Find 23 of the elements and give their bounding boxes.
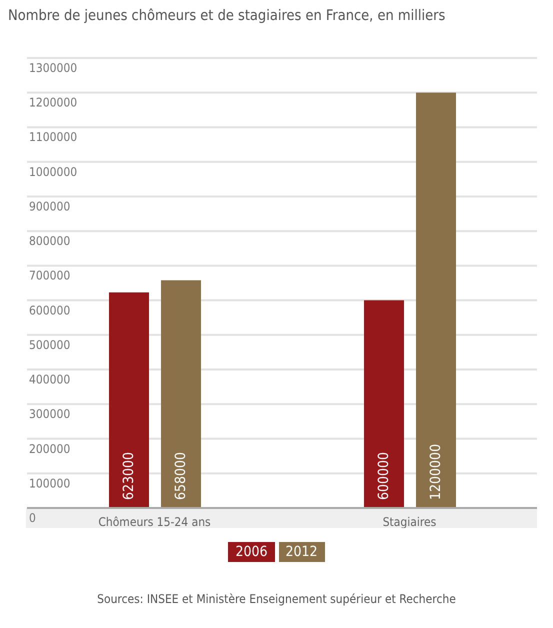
y-tick-label: 400000 [29, 372, 70, 387]
y-tick-label: 200000 [29, 442, 70, 456]
data-label: 600000 [376, 452, 392, 500]
x-tick-label: Chômeurs 15-24 ans [98, 515, 212, 529]
data-label: 658000 [173, 452, 189, 500]
data-label: 623000 [121, 452, 137, 500]
y-tick-label: 300000 [29, 407, 70, 422]
source-note: Sources: INSEE et Ministère Enseignement supérieur et Recherche [96, 592, 457, 606]
y-tick-label: 600000 [29, 303, 70, 318]
y-tick-label: 100000 [29, 476, 70, 490]
y-tick-label: 1000000 [29, 164, 78, 179]
y-tick-label: 900000 [29, 199, 70, 214]
chart-title: Nombre de jeunes chômeurs et de stagiaires en France, en milliers [8, 8, 446, 24]
y-tick-label: 800000 [29, 234, 70, 248]
y-tick-label: 1300000 [29, 61, 78, 75]
data-label: 1200000 [428, 444, 444, 500]
y-tick-label: 1200000 [29, 96, 78, 110]
y-tick-label: 700000 [29, 268, 70, 283]
y-tick-label: 1100000 [29, 130, 78, 144]
y-tick-label: 500000 [29, 338, 70, 352]
y-tick-label: 0 [29, 511, 36, 525]
text: 2012 [278, 542, 325, 562]
text: 2006 [228, 542, 274, 562]
